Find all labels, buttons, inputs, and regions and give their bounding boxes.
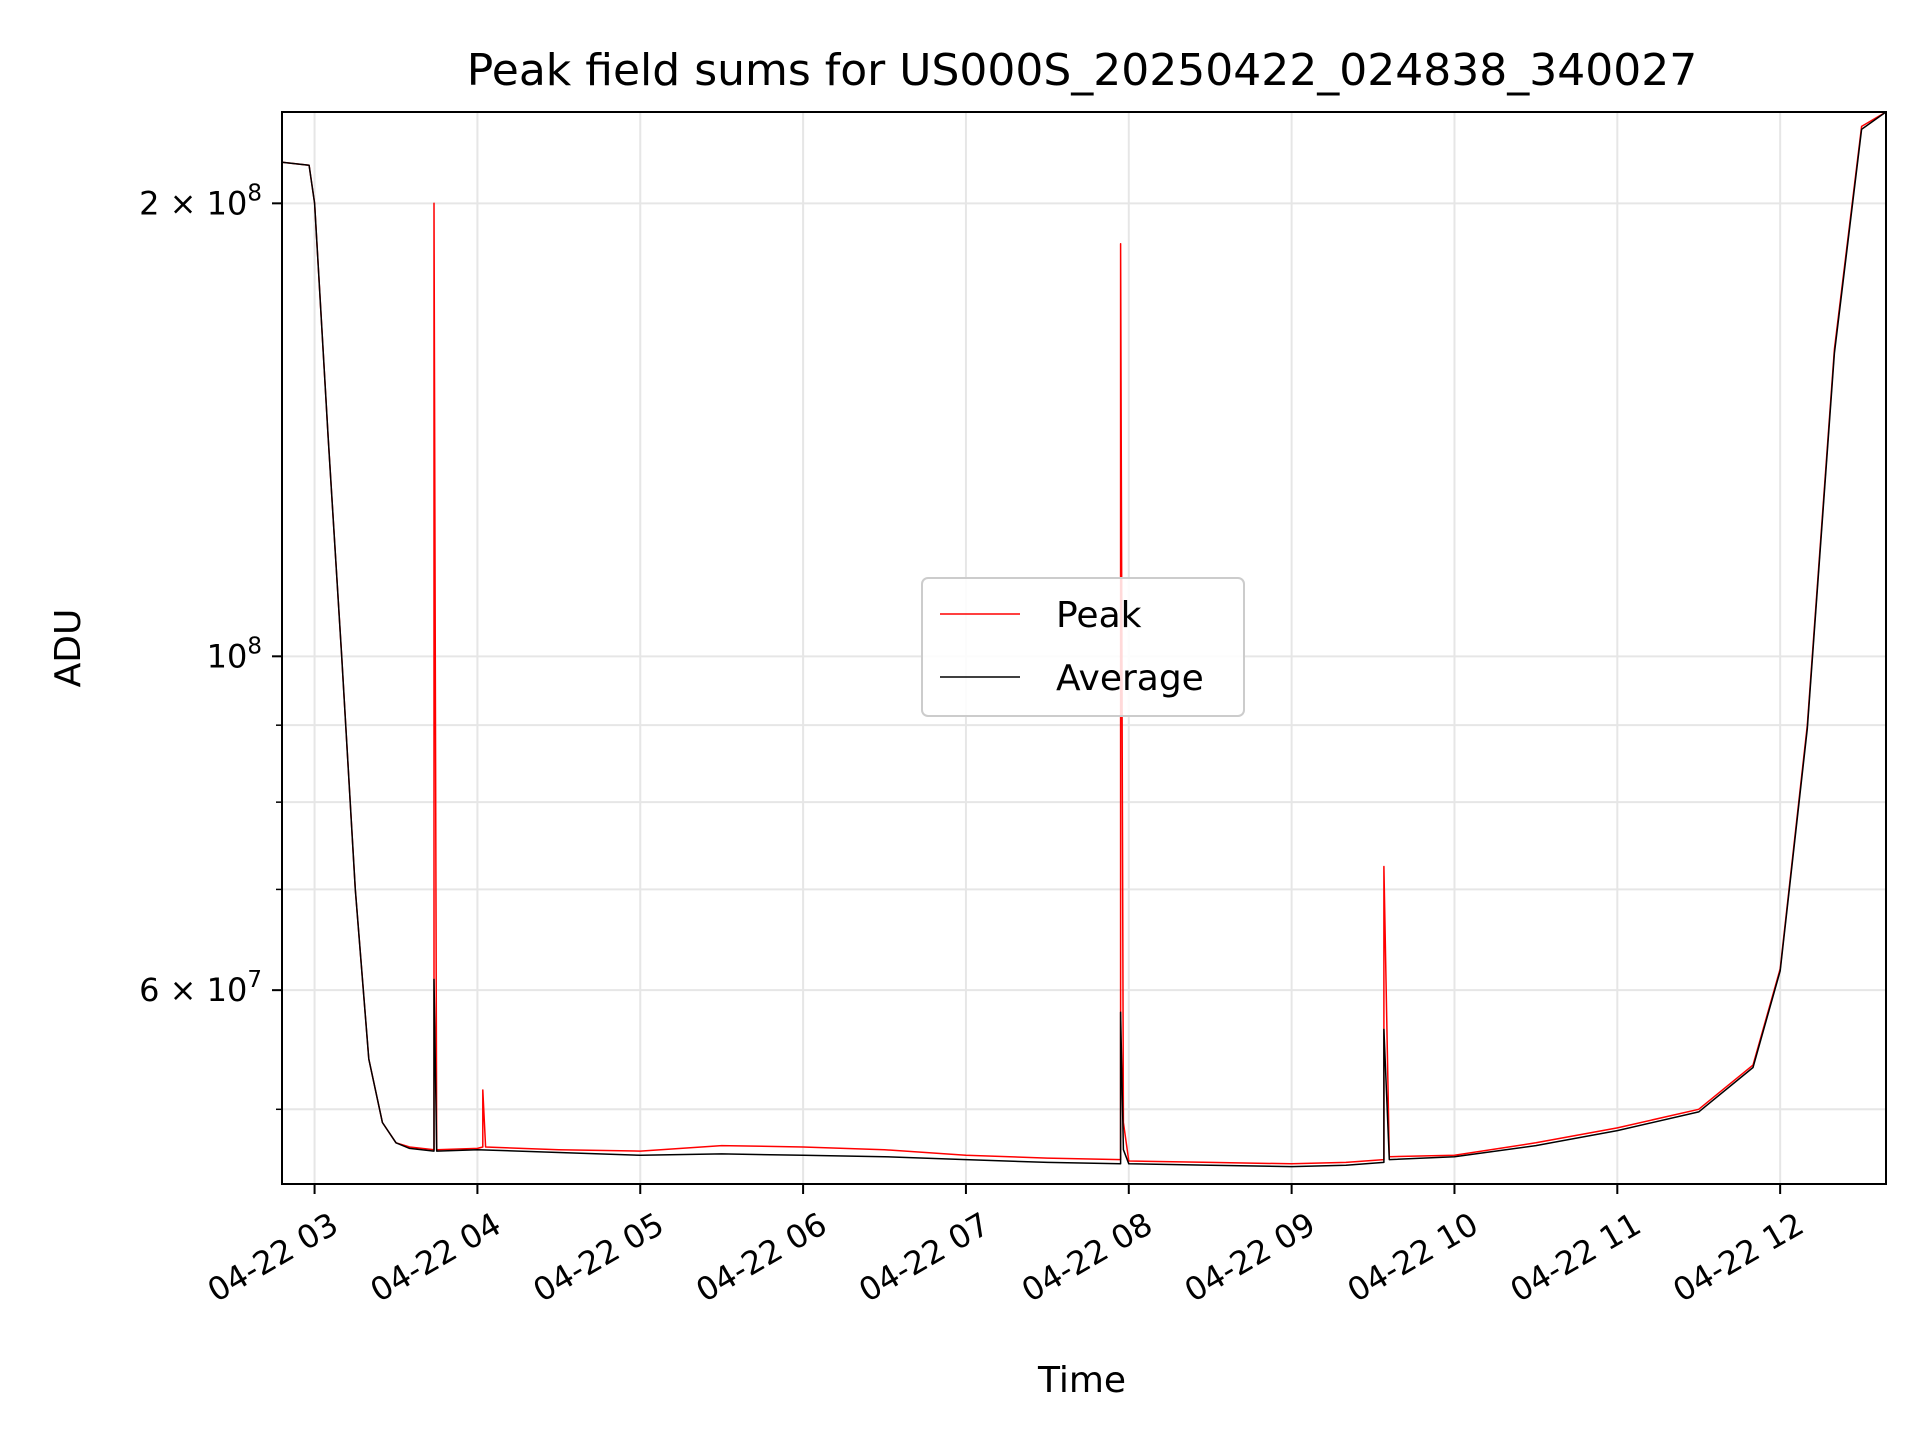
y-tick-label: 108 (207, 633, 262, 675)
legend-label-peak: Peak (1056, 595, 1142, 636)
y-tick-label-exponent: 8 (247, 633, 262, 659)
series-line-average (282, 112, 1886, 1168)
y-axis-label: ADU (48, 609, 89, 688)
chart-title: Peak field sums for US000S_20250422_0248… (467, 45, 1697, 96)
y-tick-label-exponent: 7 (247, 967, 262, 993)
y-tick-label: 6 × 107 (139, 967, 262, 1009)
y-tick-label-exponent: 8 (247, 180, 262, 206)
plot-frame (281, 111, 1887, 1185)
y-tick-label-base: 2 × 10 (139, 184, 247, 222)
grid (282, 112, 1886, 1184)
x-axis-label: Time (1037, 1360, 1126, 1401)
y-tick-label: 2 × 108 (139, 180, 262, 222)
legend-label-average: Average (1056, 658, 1204, 699)
series-layer (282, 112, 1886, 1168)
y-tick-label-base: 10 (207, 637, 248, 675)
legend-box (921, 577, 1245, 717)
y-tick-label-base: 6 × 10 (139, 971, 247, 1009)
legend: Peak Average (921, 577, 1245, 717)
